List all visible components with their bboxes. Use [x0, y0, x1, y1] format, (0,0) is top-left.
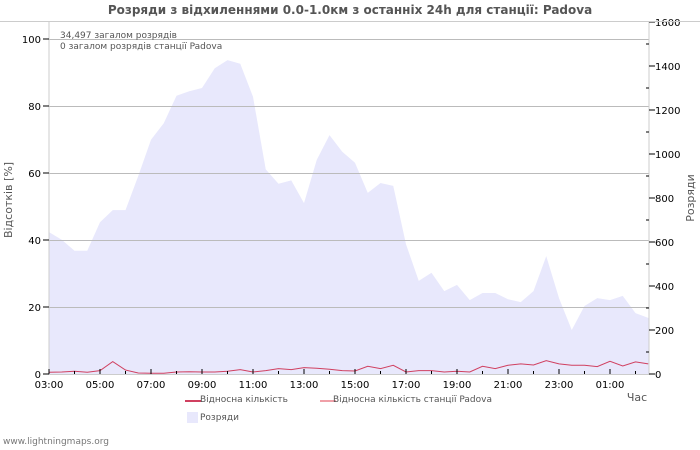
left-tick-label: 60	[28, 169, 41, 180]
right-tick-label: 800	[655, 194, 674, 205]
strokes-area-path	[49, 60, 649, 374]
left-tick-label: 100	[22, 35, 41, 46]
left-tick-label: 80	[28, 102, 41, 113]
legend-relative-station-swatch	[320, 400, 336, 402]
x-tick-label: 13:00	[290, 380, 319, 391]
right-axis-label: Розряди	[684, 174, 697, 222]
left-tick-label: 0	[35, 370, 41, 381]
left-axis-ticks: 0 20 40 60 80 100	[22, 35, 49, 381]
x-tick-label: 17:00	[392, 380, 421, 391]
x-tick-label: 11:00	[239, 380, 268, 391]
x-tick-label: 21:00	[494, 380, 523, 391]
legend-strokes-swatch	[187, 412, 198, 423]
total-strokes-info: 34,497 загалом розрядів	[60, 31, 177, 41]
left-tick-label: 20	[28, 303, 41, 314]
title-divider	[0, 21, 700, 22]
right-axis-ticks: 0 200 400 600 800 1000 1200 1400 1600	[646, 18, 680, 381]
station-strokes-info: 0 загалом розрядів станції Padova	[60, 42, 223, 52]
legend-relative-station-label: Відносна кількість станції Padova	[333, 395, 492, 405]
x-axis-label: Час	[627, 391, 647, 404]
x-tick-label: 09:00	[188, 380, 217, 391]
x-tick-label: 01:00	[596, 380, 625, 391]
x-tick-label: 23:00	[545, 380, 574, 391]
right-tick-label: 1400	[655, 62, 680, 73]
right-tick-label: 1000	[655, 150, 680, 161]
x-tick-label: 03:00	[35, 380, 64, 391]
right-tick-label: 0	[655, 370, 661, 381]
x-tick-label: 05:00	[86, 380, 115, 391]
grid-lines	[49, 39, 649, 308]
relative-polyline	[48, 360, 649, 374]
chart-title: Розряди з відхиленнями 0.0-1.0км з остан…	[107, 3, 593, 17]
x-axis-ticks: 03:00 05:00 07:00 09:00 11:00 13:00 15:00 17:00…	[35, 369, 636, 391]
x-tick-label: 15:00	[341, 380, 370, 391]
legend-relative-label: Відносна кількість	[200, 395, 288, 405]
x-tick-label: 19:00	[443, 380, 472, 391]
right-tick-label: 1600	[655, 18, 680, 29]
strokes-area	[49, 60, 649, 374]
right-tick-label: 600	[655, 238, 674, 249]
left-tick-label: 40	[28, 236, 41, 247]
left-axis-label: Відсотків [%]	[2, 162, 15, 238]
x-tick-label: 07:00	[137, 380, 166, 391]
right-tick-label: 200	[655, 326, 674, 337]
relative-line	[48, 360, 649, 374]
right-tick-label: 400	[655, 282, 674, 293]
right-tick-label: 1200	[655, 106, 680, 117]
legend-relative-swatch	[185, 400, 201, 402]
legend-strokes-label: Розряди	[200, 413, 239, 423]
footer-link[interactable]: www.lightningmaps.org	[3, 437, 109, 447]
